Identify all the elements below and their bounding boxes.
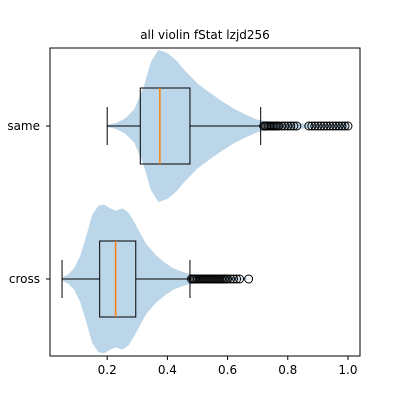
x-tick-label-0: 0.2 xyxy=(98,363,117,377)
flier-same-13 xyxy=(283,121,293,131)
flier-same-24 xyxy=(325,121,335,131)
plot-area: same cross 0.2 0.4 0.6 0.8 1.0 xyxy=(7,47,361,377)
flier-same-17 xyxy=(304,121,314,131)
x-tick-label-4: 1.0 xyxy=(338,363,357,377)
flier-cross-29 xyxy=(244,274,254,284)
flier-cross-27 xyxy=(232,274,242,284)
flier-same-21 xyxy=(316,121,326,131)
flier-cross-28 xyxy=(235,274,245,284)
flier-same-29 xyxy=(340,121,350,131)
y-tick-label-same: same xyxy=(7,119,40,133)
flier-same-27 xyxy=(334,121,344,131)
flier-same-11 xyxy=(277,121,287,131)
flier-same-16 xyxy=(292,121,302,131)
chart-title: all violin fStat lzjd256 xyxy=(140,28,270,42)
x-tick-label-1: 0.4 xyxy=(158,363,177,377)
flier-same-10 xyxy=(274,121,284,131)
flier-same-15 xyxy=(289,121,299,131)
flier-same-12 xyxy=(280,121,290,131)
x-tick-label-3: 0.8 xyxy=(278,363,297,377)
flier-cross-26 xyxy=(229,274,239,284)
flier-same-25 xyxy=(328,121,338,131)
flier-cross-25 xyxy=(226,274,236,284)
flier-same-22 xyxy=(319,121,329,131)
flier-cross-24 xyxy=(223,274,233,284)
box-cross xyxy=(99,240,137,318)
box-same xyxy=(139,87,191,165)
flier-same-14 xyxy=(286,121,296,131)
flier-same-26 xyxy=(331,121,341,131)
flier-same-20 xyxy=(313,121,323,131)
flier-same-19 xyxy=(310,121,320,131)
flier-same-23 xyxy=(322,121,332,131)
flier-same-28 xyxy=(337,121,347,131)
flier-same-30 xyxy=(343,121,353,131)
axes-frame xyxy=(49,47,361,357)
flier-same-18 xyxy=(307,121,317,131)
y-tick-label-cross: cross xyxy=(9,272,40,286)
x-tick-label-2: 0.6 xyxy=(218,363,237,377)
